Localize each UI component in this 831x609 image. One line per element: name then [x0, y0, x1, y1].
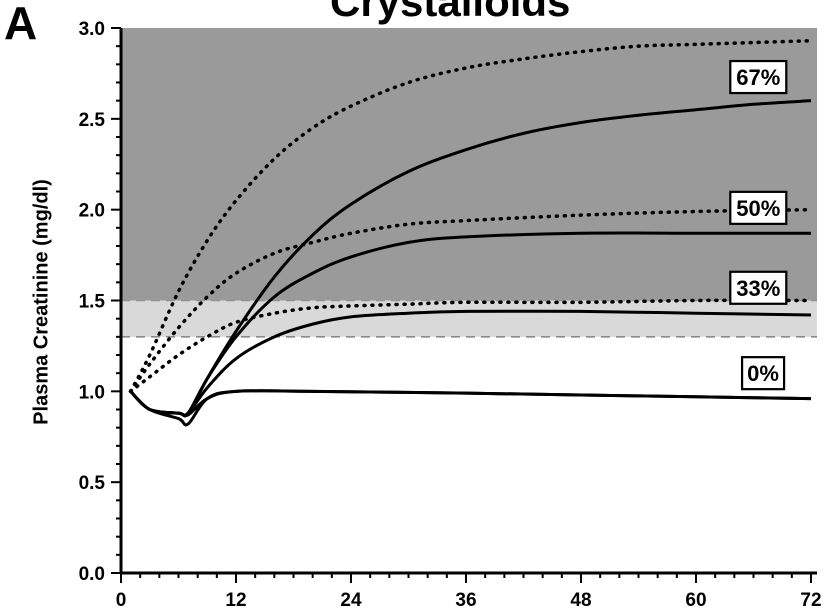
- chart-title: Crystalloids: [330, 0, 571, 25]
- annotation-box: [729, 59, 788, 95]
- x-tick-label: 36: [455, 590, 476, 609]
- y-tick-label: 0.0: [79, 564, 105, 585]
- annotations-layer: 67% 50% 33% 0%: [729, 59, 788, 391]
- annotation-label: 0%: [747, 361, 779, 386]
- series-line-6: [129, 99, 812, 418]
- series-line-5: [128, 207, 813, 394]
- y-tick-label: 3.0: [79, 19, 105, 40]
- x-tick-label: 72: [800, 590, 821, 609]
- annotation-box: [729, 270, 788, 305]
- x-tick-label: 24: [340, 590, 362, 609]
- series-line-3: [128, 298, 813, 394]
- series-line-1: [129, 389, 812, 427]
- x-tick-label: 12: [225, 590, 246, 609]
- annotation-box: [729, 190, 788, 225]
- band-0: [121, 300, 817, 337]
- y-tick-label: 2.0: [79, 201, 105, 222]
- y-tick-label: 1.0: [79, 382, 105, 403]
- x-tick-label: 60: [685, 590, 706, 609]
- y-tick-label: 0.5: [79, 473, 106, 494]
- annotation-label: 50%: [736, 196, 780, 221]
- x-tick-label: 0: [116, 590, 127, 609]
- axes-layer: 0.0 0.5 1.0 1.5 2.0 2.5 3.0 0 12 24 36 48 60 72: [79, 19, 822, 609]
- panel-letter: A: [4, 0, 38, 49]
- annotation-label: 33%: [736, 276, 780, 301]
- bands-layer: [121, 28, 817, 338]
- y-tick-label: 2.5: [79, 110, 106, 131]
- x-tick-label: 48: [570, 590, 591, 609]
- annotation-box: [740, 356, 786, 391]
- series-line-7: [128, 38, 813, 394]
- y-tick-label: 1.5: [79, 292, 106, 313]
- annotation-label: 67%: [736, 65, 780, 90]
- band-1: [121, 28, 817, 301]
- lines-layer: [128, 38, 813, 427]
